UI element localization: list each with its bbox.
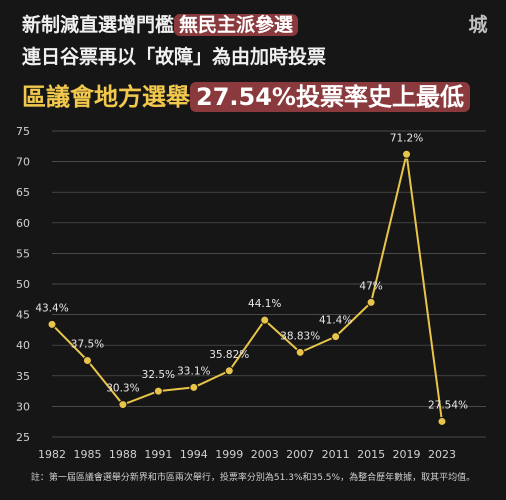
x-tick-label: 1999 [215,448,243,461]
data-point [82,356,92,365]
y-tick-label: 50 [16,278,30,291]
data-label: 33.1% [177,365,210,377]
data-label: 27.54% [428,399,468,411]
x-tick-label: 2023 [428,448,456,461]
x-tick-label: 1982 [38,448,66,461]
data-label: 30.3% [106,383,139,395]
data-point [295,347,305,357]
data-point [189,382,199,392]
x-tick-label: 1994 [180,448,208,461]
y-tick-label: 25 [16,431,30,444]
y-tick-label: 30 [16,400,30,413]
x-tick-label: 1988 [109,448,137,461]
x-tick-label: 2011 [322,448,350,461]
headline-line-3-text: 區議會地方選舉 [22,83,190,111]
data-point [366,297,376,307]
x-tick-label: 2019 [393,448,421,461]
headline-line-2: 連日谷票再以「故障」為由加時投票 [22,46,327,68]
y-tick-label: 75 [16,125,30,138]
x-tick-label: 1985 [73,448,101,461]
x-tick-label: 2003 [251,448,279,461]
data-label: 71.2% [390,132,423,144]
brand-logo: 城 [468,14,488,36]
y-tick-label: 60 [16,217,30,230]
headline-line-1-text: 新制減直選增門檻 [22,14,175,36]
data-point [331,332,341,342]
data-point [402,149,412,159]
data-label: 44.1% [248,298,281,310]
series-line [51,153,443,422]
data-point [153,386,163,396]
data-point [437,416,447,426]
data-label: 43.4% [35,302,68,314]
y-tick-label: 40 [16,339,30,352]
data-point [47,319,57,329]
footnote: 註：第一屆區議會選舉分新界和市區兩次舉行，投票率分別為51.3%和35.5%，為… [30,473,476,483]
data-point [260,315,270,325]
y-tick-label: 55 [16,247,30,260]
data-point [118,400,128,410]
y-tick-label: 70 [16,156,30,169]
headline-line-3-highlight: 27.54%投票率史上最低 [190,82,470,112]
data-label: 38.83% [280,330,320,342]
x-tick-label: 2007 [286,448,314,461]
headline-line-1-highlight: 無民主派參選 [174,14,299,36]
data-label: 47% [359,280,382,292]
y-tick-label: 65 [16,186,30,199]
data-label: 35.82% [209,349,249,361]
y-tick-label: 45 [16,309,30,322]
x-tick-label: 1991 [144,448,172,461]
x-tick-label: 2015 [357,448,385,461]
data-label: 41.4% [319,315,352,327]
data-label: 32.5% [142,369,175,381]
data-label: 37.5% [71,339,104,351]
data-point [224,366,234,376]
headline-line-1: 新制減直選增門檻 無民主派參選 [22,12,299,38]
y-tick-label: 35 [16,370,30,383]
headline-line-3: 區議會地方選舉 27.54%投票率史上最低 [22,80,470,114]
